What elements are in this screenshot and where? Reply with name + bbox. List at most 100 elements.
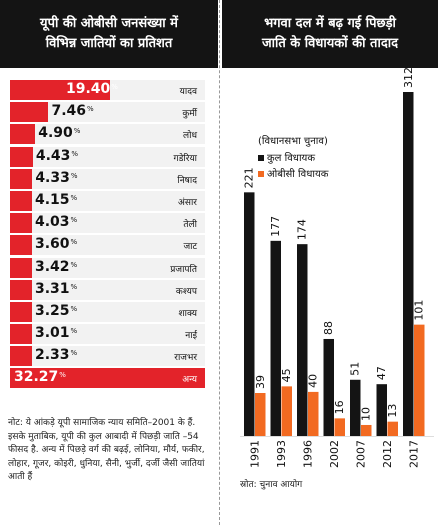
legend-title: (विधानसभा चुनाव) bbox=[258, 136, 328, 147]
bar-1993-total bbox=[270, 240, 281, 436]
x-tick-label: 1996 bbox=[301, 440, 314, 468]
x-tick-label: 2012 bbox=[381, 440, 394, 468]
bar-value-label: 19.40% bbox=[66, 81, 118, 97]
right-chart-title: भगवा दल में बढ़ गई पिछड़ी जाति के विधायक… bbox=[222, 0, 438, 68]
bar-category-label: यादव bbox=[179, 87, 197, 97]
bar-value-label: 4.33% bbox=[35, 169, 78, 186]
x-tick-label: 1993 bbox=[275, 440, 288, 468]
bar-category-label: नाई bbox=[185, 331, 197, 342]
bar-value-label: 47 bbox=[375, 366, 388, 380]
bar-value-label: 4.15% bbox=[35, 191, 78, 208]
bar-2017-total bbox=[403, 92, 414, 436]
bar-category-label: जाट bbox=[183, 242, 197, 253]
left-title-line-1: यूपी की ओबीसी जनसंख्या में bbox=[40, 16, 178, 31]
footnote: नोट: ये आंकड़े यूपी सामाजिक न्याय समिति–… bbox=[8, 418, 205, 482]
bar-value-label: 45 bbox=[280, 368, 293, 382]
left-title-line-2: विभिन्न जातियों का प्रतिशत bbox=[45, 36, 173, 51]
bar-row: 3.60% जाट bbox=[10, 235, 205, 256]
bar-2 bbox=[10, 102, 49, 123]
mla-panel: भगवा दल में बढ़ गई पिछड़ी जाति के विधायक… bbox=[222, 0, 438, 525]
bar-7 bbox=[10, 213, 32, 234]
bar-1996-obc bbox=[308, 391, 319, 436]
bar-value-label: 177 bbox=[269, 216, 282, 237]
legend-swatch-obc bbox=[258, 171, 264, 177]
bar-2007-obc bbox=[361, 424, 372, 436]
bar-value-label: 2.33% bbox=[35, 347, 78, 364]
x-tick-label: 2007 bbox=[354, 440, 367, 468]
bar-value-label: 88 bbox=[322, 321, 335, 335]
bar-value-label: 4.03% bbox=[35, 214, 78, 231]
bar-category-label: प्रजापति bbox=[170, 264, 197, 275]
bar-category-label: अन्य bbox=[182, 375, 197, 386]
bar-13 bbox=[10, 346, 32, 367]
legend-label-obc: ओबीसी विधायक bbox=[267, 169, 329, 180]
bar-category-label: अंसार bbox=[178, 197, 197, 208]
bar-11 bbox=[10, 301, 32, 322]
bar-category-label: कश्यप bbox=[175, 286, 197, 297]
x-tick-label: 2017 bbox=[407, 440, 420, 468]
bar-value-label: 3.25% bbox=[35, 302, 78, 319]
bar-row: 3.42% प्रजापति bbox=[10, 257, 205, 278]
bar-value-label: 3.01% bbox=[35, 325, 78, 342]
bar-value-label: 312 bbox=[402, 67, 415, 88]
bar-2007-total bbox=[350, 379, 361, 436]
bar-category-label: राजभर bbox=[174, 353, 197, 364]
bar-row: 2.33% राजभर bbox=[10, 346, 205, 367]
legend-obc: ओबीसी विधायक bbox=[258, 166, 328, 180]
bar-value-label: 51 bbox=[349, 362, 362, 376]
bar-category-label: कुर्मी bbox=[182, 109, 197, 120]
bar-9 bbox=[10, 257, 32, 278]
bar-value-label: 221 bbox=[243, 167, 256, 188]
bar-row: 4.33% निषाद bbox=[10, 168, 205, 189]
bar-row: 19.40% यादव bbox=[10, 80, 205, 100]
bar-10 bbox=[10, 279, 32, 300]
bar-2012-total bbox=[376, 384, 387, 436]
bar-4 bbox=[10, 146, 33, 167]
bar-row: 3.25% शाक्य bbox=[10, 301, 205, 322]
bar-value-label: 3.31% bbox=[35, 280, 78, 297]
bar-12 bbox=[10, 324, 32, 345]
bar-category-label: निषाद bbox=[177, 175, 197, 186]
x-tick-label: 2002 bbox=[328, 440, 341, 468]
mla-bar-chart: 221 39 1991 177 45 1993 174 40 1996 88 16 2002 51 10 2… bbox=[240, 67, 434, 468]
bar-1991-total bbox=[244, 192, 255, 436]
bar-1 bbox=[10, 80, 110, 100]
bar-row: 32.27% अन्य bbox=[10, 368, 205, 389]
bar-2002-total bbox=[323, 338, 334, 436]
bar-5 bbox=[10, 168, 33, 189]
bar-row: 4.03% तेली bbox=[10, 213, 205, 234]
right-title-line-1: भगवा दल में बढ़ गई पिछड़ी bbox=[264, 16, 396, 31]
panel-divider bbox=[219, 0, 220, 525]
right-title-line-2: जाति के विधायकों की तादाद bbox=[261, 36, 399, 51]
bar-value-label: 3.60% bbox=[35, 236, 78, 253]
bar-category-label: लोध bbox=[183, 131, 197, 142]
bar-1991-obc bbox=[255, 393, 266, 436]
bar-value-label: 16 bbox=[333, 400, 346, 414]
bar-row: 7.46% कुर्मी bbox=[10, 102, 205, 123]
bar-value-label: 4.43% bbox=[35, 147, 79, 164]
bar-row: 3.31% कश्यप bbox=[10, 279, 205, 300]
bar-row: 4.15% अंसार bbox=[10, 190, 205, 211]
bar-2012-obc bbox=[387, 421, 398, 436]
bar-1996-total bbox=[297, 244, 308, 436]
legend-total: कुल विधायक bbox=[258, 150, 315, 164]
bar-6 bbox=[10, 190, 32, 211]
bar-value-label: 3.42% bbox=[35, 258, 78, 275]
bar-value-label: 7.46% bbox=[51, 103, 94, 120]
source-note: स्रोत: चुनाव आयोग bbox=[240, 480, 303, 490]
bar-category-label: गडेरिया bbox=[173, 153, 197, 164]
bar-2002-obc bbox=[334, 418, 345, 436]
bar-1993-obc bbox=[281, 386, 292, 436]
legend-label-total: कुल विधायक bbox=[267, 153, 316, 164]
bar-value-label: 101 bbox=[413, 300, 426, 321]
bar-row: 4.90% लोध bbox=[10, 124, 205, 145]
bar-2017-obc bbox=[414, 324, 425, 436]
bar-3 bbox=[10, 124, 36, 145]
legend-swatch-total bbox=[258, 155, 264, 161]
caste-bars: 19.40% यादव 7.46% कुर्मी 4.90% लोध 4.43% गडेरिय… bbox=[10, 80, 205, 391]
bar-row: 3.01% नाई bbox=[10, 324, 205, 345]
bar-value-label: 4.90% bbox=[38, 125, 81, 142]
bar-8 bbox=[10, 235, 32, 256]
ocb-population-panel: यूपी की ओबीसी जनसंख्या में विभिन्न जातिय… bbox=[0, 0, 218, 525]
bar-category-label: तेली bbox=[183, 220, 197, 231]
